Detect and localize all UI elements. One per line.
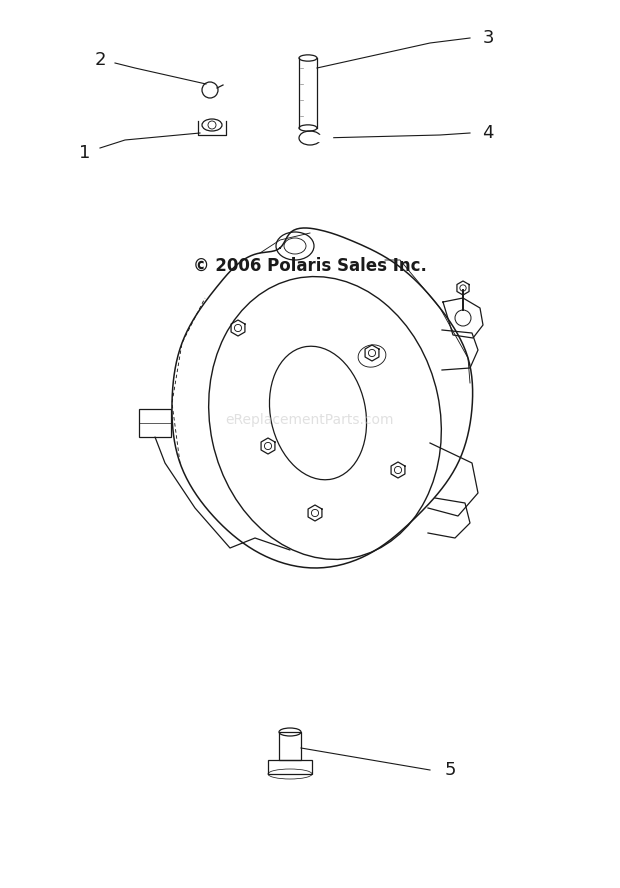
Text: 4: 4 <box>482 124 494 142</box>
Bar <box>139 409 171 437</box>
Text: 3: 3 <box>482 29 494 47</box>
Text: eReplacementParts.com: eReplacementParts.com <box>226 413 394 427</box>
Text: © 2006 Polaris Sales Inc.: © 2006 Polaris Sales Inc. <box>193 257 427 275</box>
Bar <box>318 135 332 141</box>
Text: 2: 2 <box>94 51 106 69</box>
Text: 1: 1 <box>79 144 91 162</box>
Text: 5: 5 <box>445 761 456 779</box>
Bar <box>279 732 301 760</box>
Bar <box>268 760 312 774</box>
